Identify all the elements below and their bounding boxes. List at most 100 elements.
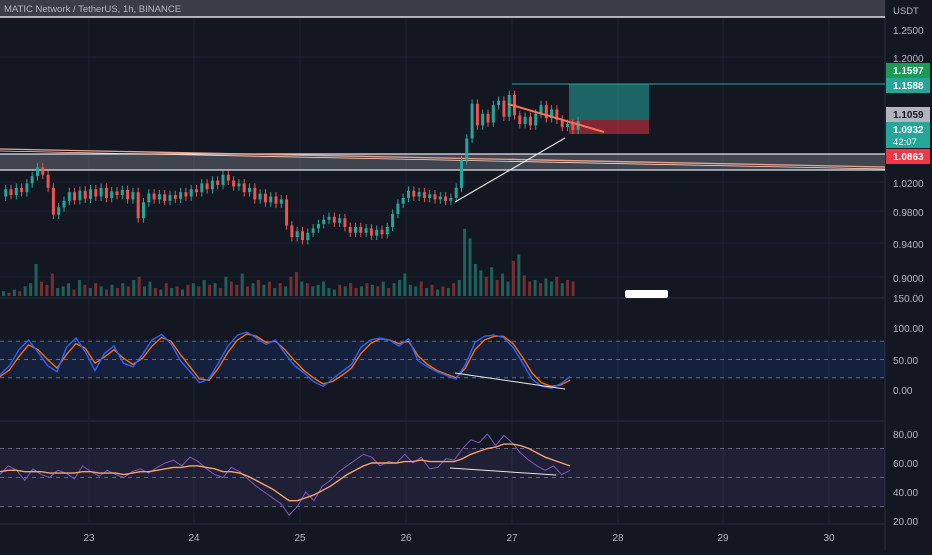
volume-bar [294,272,298,296]
volume-bar [571,281,575,296]
candle-body [67,192,71,201]
volume-bar [278,283,282,296]
position-target-zone [569,84,649,120]
rsi-divergence-line [449,467,557,476]
candle-body [311,228,315,233]
candle-body [242,183,246,193]
volume-bar [365,283,369,296]
volume-bar [473,264,477,296]
candle-body [269,196,273,203]
stoch-divergence-line [454,372,566,390]
volume-bar [381,281,385,296]
volume-bar [376,286,380,296]
candle-body [115,191,119,196]
volume-bar [29,283,33,296]
time-tick-26: 26 [400,533,412,544]
volume-bar [186,284,190,296]
rsi-layer [0,433,885,516]
rsi-axis[interactable]: 80.00 60.00 40.00 20.00 [893,430,918,528]
candle-body [237,183,241,187]
stoch-axis[interactable]: 100.00 50.00 0.00 [893,324,924,397]
candle-body [502,100,506,117]
grid-layer [0,17,885,524]
time-tick-23: 23 [83,533,95,544]
candle-body [41,167,45,175]
volume-bar [208,284,212,296]
rsi-line [0,433,571,516]
bar-countdown-text: 42:07 [893,137,917,148]
drawings-front-layer [454,103,605,203]
volume-bar [137,276,141,296]
volume-bar [224,276,228,296]
candle-body [486,113,490,123]
candle-body [306,232,310,240]
candle-body [497,100,501,106]
volume-bar [495,280,499,296]
volume-bar [50,273,54,296]
rsi-tick-40: 40.00 [893,488,918,499]
candle-body [444,196,448,201]
candle-body [359,226,363,233]
volume-bar [99,286,103,296]
volume-bar [392,283,396,296]
candle-body [195,189,198,193]
stoch-rsi-layer [0,331,885,390]
volume-bar [441,286,445,296]
candle-body [62,200,66,208]
volume-bar [370,284,374,296]
candle-body [216,180,220,185]
volume-bar [110,284,114,296]
volume-bar [452,283,456,296]
volume-bar [197,286,201,296]
time-axis[interactable]: 23 24 25 26 27 28 29 30 [83,533,835,544]
target2-badge-text: 1.1588 [893,81,924,92]
candle-body [354,226,357,233]
candle-body [285,199,289,226]
time-tick-24: 24 [188,533,200,544]
volume-bar [549,281,553,296]
volume-bar [360,286,364,296]
candle-body [385,226,389,235]
volume-bar [229,281,233,296]
price-tick-5: 0.9400 [893,240,924,251]
candle-body [205,183,209,190]
time-tick-27: 27 [506,533,518,544]
volume-bar [463,228,467,296]
volume-bar [115,288,119,296]
stoch-k-line [0,331,571,389]
volume-bar [34,264,38,296]
volume-bar [403,273,407,296]
candle-body [518,115,522,124]
rsi-ma-line [0,443,571,502]
volume-bar [414,286,418,296]
candle-body [14,187,18,196]
last-price-badge [886,122,930,148]
candle-body [248,187,251,193]
stoch-d-line [0,333,571,388]
volume-bar [332,289,336,296]
candle-body [422,192,426,198]
volume-bar [143,286,147,296]
price-axis[interactable]: USDT 1.2500 1.2000 1.0200 0.9800 0.9400 … [886,6,930,305]
candle-body [232,180,236,187]
candle-body [343,218,347,227]
candle-body [449,197,453,201]
candle-body [89,189,92,199]
volume-bar [72,289,76,296]
long-trendline-shadow [0,150,886,170]
candle-body [46,174,50,188]
candle-body [4,189,8,197]
candle-body [25,183,29,193]
volume-bar [539,283,543,296]
candle-body [407,190,410,198]
volume-bar [566,280,570,296]
candle-body [491,105,495,123]
stoch-tick-100: 100.00 [893,324,924,335]
volume-bar [12,289,16,296]
stop-badge [886,107,930,122]
volume-bar [256,280,260,296]
level-badge-text: 1.0863 [893,152,924,163]
drawing-label-box[interactable] [625,290,668,298]
